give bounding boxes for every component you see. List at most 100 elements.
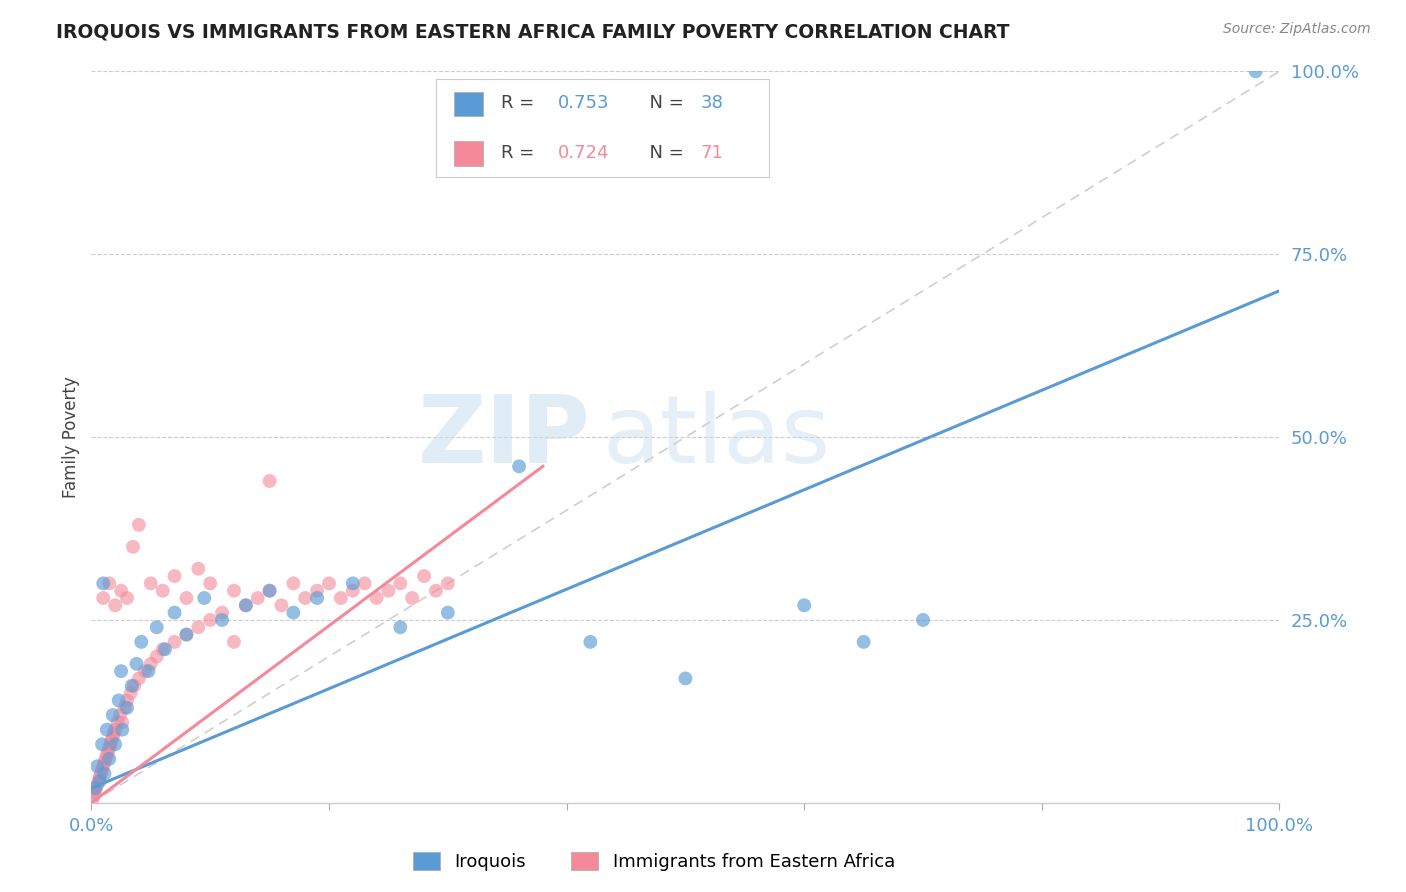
- Point: [193, 591, 215, 605]
- Point: [96, 723, 118, 737]
- Point: [211, 613, 233, 627]
- Point: [342, 576, 364, 591]
- Point: [91, 576, 114, 591]
- Point: [176, 627, 198, 641]
- Point: [134, 664, 156, 678]
- Point: [87, 773, 110, 788]
- Point: [91, 763, 114, 777]
- Point: [90, 766, 112, 780]
- Point: [93, 756, 115, 770]
- Point: [83, 789, 105, 803]
- Point: [508, 459, 530, 474]
- Point: [353, 576, 375, 591]
- Point: [307, 583, 329, 598]
- Point: [145, 649, 167, 664]
- Point: [84, 785, 107, 799]
- Point: [82, 792, 104, 806]
- Point: [401, 591, 423, 605]
- Y-axis label: Family Poverty: Family Poverty: [62, 376, 80, 498]
- Point: [425, 583, 447, 598]
- Point: [145, 620, 167, 634]
- Point: [436, 576, 458, 591]
- Point: [108, 708, 131, 723]
- Text: N =: N =: [638, 95, 689, 112]
- Point: [283, 606, 305, 620]
- Point: [103, 726, 125, 740]
- Point: [911, 613, 934, 627]
- Text: 0.724: 0.724: [558, 144, 610, 161]
- Point: [222, 635, 245, 649]
- Point: [98, 752, 121, 766]
- Point: [107, 715, 129, 730]
- Point: [91, 591, 114, 605]
- Point: [200, 613, 222, 627]
- Point: [100, 733, 122, 747]
- Text: N =: N =: [638, 144, 689, 161]
- Point: [139, 657, 162, 671]
- Point: [104, 599, 127, 613]
- Point: [294, 591, 316, 605]
- FancyBboxPatch shape: [454, 92, 484, 116]
- Point: [235, 599, 257, 613]
- Point: [235, 599, 257, 613]
- Point: [125, 657, 148, 671]
- Text: Source: ZipAtlas.com: Source: ZipAtlas.com: [1223, 22, 1371, 37]
- Text: IROQUOIS VS IMMIGRANTS FROM EASTERN AFRICA FAMILY POVERTY CORRELATION CHART: IROQUOIS VS IMMIGRANTS FROM EASTERN AFRI…: [56, 22, 1010, 41]
- Point: [852, 635, 875, 649]
- Text: ZIP: ZIP: [418, 391, 591, 483]
- Point: [110, 664, 132, 678]
- Text: 71: 71: [700, 144, 724, 161]
- Point: [111, 715, 134, 730]
- Point: [91, 759, 114, 773]
- Point: [793, 599, 815, 613]
- Point: [259, 474, 281, 488]
- Text: R =: R =: [502, 95, 540, 112]
- Point: [84, 781, 107, 796]
- Point: [107, 693, 129, 707]
- Point: [84, 781, 107, 796]
- Point: [222, 583, 245, 598]
- Point: [673, 672, 696, 686]
- Point: [163, 635, 186, 649]
- Point: [129, 635, 152, 649]
- Point: [91, 737, 114, 751]
- Point: [342, 583, 364, 598]
- Point: [176, 627, 198, 641]
- Point: [1244, 64, 1267, 78]
- Point: [318, 576, 340, 591]
- Point: [283, 576, 305, 591]
- Point: [163, 606, 186, 620]
- Point: [101, 708, 124, 723]
- Point: [96, 748, 118, 763]
- Point: [211, 606, 233, 620]
- Point: [389, 576, 412, 591]
- Point: [200, 576, 222, 591]
- Point: [115, 591, 138, 605]
- Point: [329, 591, 352, 605]
- Legend: Iroquois, Immigrants from Eastern Africa: Iroquois, Immigrants from Eastern Africa: [405, 846, 903, 879]
- Point: [138, 664, 160, 678]
- Point: [259, 583, 281, 598]
- Point: [377, 583, 399, 598]
- Point: [246, 591, 269, 605]
- Point: [259, 583, 281, 598]
- Point: [436, 606, 458, 620]
- Point: [94, 752, 117, 766]
- Point: [128, 672, 150, 686]
- Point: [307, 591, 329, 605]
- Point: [110, 583, 132, 598]
- Point: [389, 620, 412, 634]
- Point: [104, 723, 127, 737]
- Point: [139, 576, 162, 591]
- Point: [120, 686, 142, 700]
- Point: [366, 591, 388, 605]
- FancyBboxPatch shape: [454, 141, 484, 166]
- Point: [152, 583, 174, 598]
- Point: [579, 635, 602, 649]
- Point: [270, 599, 292, 613]
- Text: R =: R =: [502, 144, 540, 161]
- Point: [122, 679, 145, 693]
- Point: [86, 777, 108, 792]
- Point: [98, 576, 121, 591]
- Point: [122, 540, 145, 554]
